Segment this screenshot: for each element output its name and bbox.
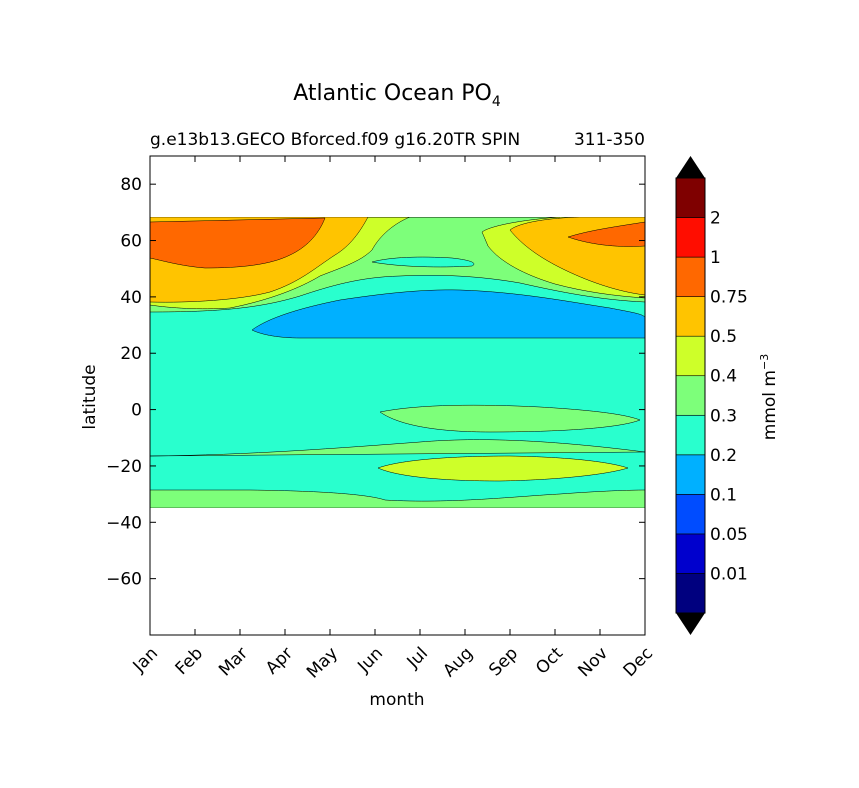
colorbar-tick-label: 0.5 — [710, 327, 737, 347]
colorbar-tick-label: 0.2 — [710, 446, 737, 466]
colorbar-swatch — [675, 573, 706, 614]
x-tick-label: Jan — [129, 644, 162, 677]
x-tick-label: Jun — [353, 644, 387, 678]
colorbar-tick-label: 0.01 — [710, 564, 748, 584]
y-tick-label: −60 — [106, 570, 142, 590]
y-tick-label: −40 — [106, 513, 142, 533]
band-0.2-0.3-summer-patch — [371, 256, 475, 268]
x-tick-label: Sep — [485, 644, 522, 681]
y-tick-label: −20 — [106, 457, 142, 477]
band-0.3-0.4-equatorial — [379, 404, 641, 433]
band-0.1-0.2 — [251, 289, 645, 339]
colorbar-swatch — [675, 533, 706, 574]
contour-field — [150, 217, 645, 508]
x-tick-label: Feb — [172, 644, 207, 679]
colorbar-frame — [675, 177, 706, 614]
colorbar-label: mmol m−3 — [758, 354, 780, 440]
band-0.3-0.4-south — [150, 439, 645, 508]
x-tick-label: Mar — [215, 644, 252, 681]
colorbar-tick-label: 0.75 — [710, 288, 748, 308]
colorbar-swatch — [675, 375, 706, 416]
colorbar: 0.01 0.05 0.1 0.2 0.3 0.4 0.5 0.75 1 2 — [675, 156, 748, 635]
x-tick-label: Nov — [574, 644, 612, 682]
band-0.4-0.5-south — [377, 455, 629, 482]
colorbar-tick-label: 2 — [710, 209, 721, 229]
chart-subtitle-left: g.e13b13.GECO Bforced.f09 g16.20TR SPIN — [150, 130, 520, 150]
colorbar-tick-label: 0.4 — [710, 367, 737, 387]
y-axis-label: latitude — [80, 364, 100, 429]
colorbar-swatch — [675, 454, 706, 495]
chart-subtitle-right: 311-350 — [574, 130, 645, 150]
y-tick-label: 80 — [120, 175, 142, 195]
plot-frame — [149, 155, 646, 636]
band-0.75-1 — [150, 217, 645, 269]
colorbar-swatch — [675, 177, 706, 218]
x-tick-label: May — [303, 644, 342, 683]
y-tick-label: 20 — [120, 344, 142, 364]
x-axis-label: month — [369, 690, 424, 710]
y-tick-label: 60 — [120, 232, 142, 252]
colorbar-extend-max — [676, 156, 705, 178]
y-tick-label: 40 — [120, 288, 142, 308]
colorbar-swatch — [675, 335, 706, 377]
colorbar-swatch — [675, 296, 706, 337]
x-tick-label: Oct — [532, 643, 567, 678]
colorbar-swatch — [675, 256, 706, 297]
chart-title: Atlantic Ocean PO4 — [293, 81, 501, 110]
colorbar-tick-label: 0.1 — [710, 485, 737, 505]
colorbar-swatch — [675, 494, 706, 535]
colorbar-swatch — [675, 217, 706, 258]
colorbar-swatch — [675, 414, 706, 456]
colorbar-tick-label: 1 — [710, 248, 721, 268]
x-tick-label: Apr — [262, 644, 297, 679]
x-tick-label: Dec — [620, 644, 657, 681]
y-axis: 80 60 40 20 0 −20 −40 −60 — [106, 175, 645, 590]
colorbar-extend-min — [676, 613, 705, 635]
colorbar-tick-label: 0.3 — [710, 406, 737, 426]
x-tick-label: Jul — [403, 644, 432, 673]
x-tick-label: Aug — [439, 644, 477, 682]
y-tick-label: 0 — [131, 401, 142, 421]
colorbar-tick-label: 0.05 — [710, 525, 748, 545]
